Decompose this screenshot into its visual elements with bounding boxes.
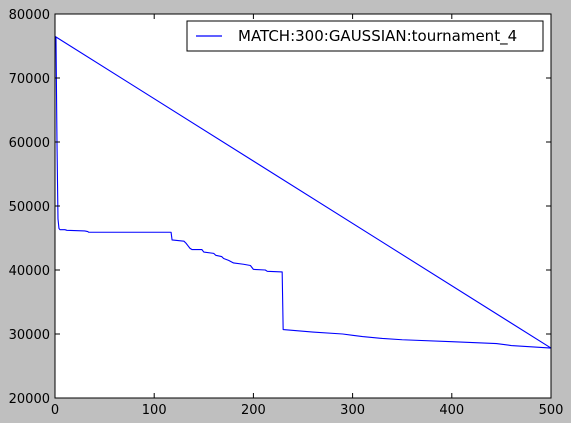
y-tick-label: 70000 bbox=[9, 72, 50, 87]
series-line-0 bbox=[54, 35, 552, 349]
x-tick-label: 300 bbox=[340, 403, 365, 418]
x-tick-label: 500 bbox=[539, 403, 564, 418]
y-tick-label: 40000 bbox=[9, 264, 50, 279]
plot-area bbox=[55, 14, 551, 398]
plot-frame bbox=[54, 13, 552, 399]
y-tick-label: 20000 bbox=[9, 392, 50, 407]
x-tick-label: 200 bbox=[241, 403, 266, 418]
y-tick-label: 50000 bbox=[9, 200, 50, 215]
legend-label: MATCH:300:GAUSSIAN:tournament_4 bbox=[238, 27, 517, 46]
series-layer bbox=[54, 35, 552, 349]
y-tick-label: 30000 bbox=[9, 328, 50, 343]
x-tick-label: 0 bbox=[51, 403, 59, 418]
legend-box bbox=[186, 20, 544, 52]
x-tick-label: 100 bbox=[142, 403, 167, 418]
legend: MATCH:300:GAUSSIAN:tournament_4 bbox=[186, 20, 544, 52]
x-tick-label: 400 bbox=[439, 403, 464, 418]
y-tick-label: 80000 bbox=[9, 8, 50, 23]
y-tick-label: 60000 bbox=[9, 136, 50, 151]
